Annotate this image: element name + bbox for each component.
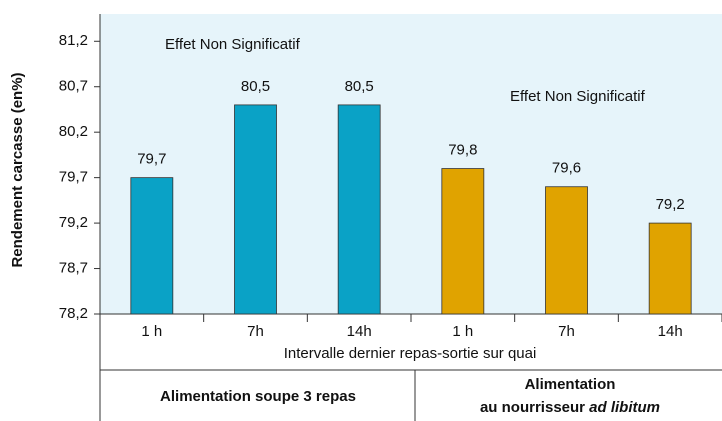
bar (441, 168, 485, 315)
y-tick-label: 80,7 (59, 78, 88, 95)
data-label: 79,6 (552, 160, 581, 177)
bar (648, 222, 692, 315)
bar (130, 177, 174, 315)
y-tick-label: 78,7 (59, 260, 88, 277)
group-label-part: ad libitum (589, 399, 660, 416)
y-tick-label: 79,2 (59, 214, 88, 231)
y-axis-title: Rendement carcasse (en%) (9, 72, 26, 267)
group-label-part: au nourrisseur (480, 399, 589, 416)
group-label: au nourrisseur ad libitum (480, 399, 660, 416)
bar (337, 104, 381, 315)
group-label: Alimentation soupe 3 repas (160, 388, 356, 405)
x-tick-label: 7h (558, 323, 575, 340)
data-label: 80,5 (345, 78, 374, 95)
x-axis-title: Intervalle dernier repas-sortie sur quai (284, 345, 537, 362)
annotation: Effet Non Significatif (510, 88, 646, 105)
bar (234, 104, 277, 315)
plot-area (100, 14, 722, 314)
data-label: 79,7 (137, 151, 166, 168)
x-tick-label: 7h (247, 323, 264, 340)
y-tick-label: 80,2 (59, 123, 88, 140)
y-tick-label: 81,2 (59, 32, 88, 49)
data-label: 80,5 (241, 78, 270, 95)
x-tick-label: 1 h (141, 323, 162, 340)
bar (545, 186, 588, 315)
data-label: 79,2 (656, 196, 685, 213)
annotation: Effet Non Significatif (165, 36, 301, 53)
x-tick-label: 1 h (452, 323, 473, 340)
x-tick-label: 14h (658, 323, 683, 340)
y-tick-label: 78,2 (59, 305, 88, 322)
group-label: Alimentation (525, 376, 616, 393)
x-tick-label: 14h (347, 323, 372, 340)
data-label: 79,8 (448, 142, 477, 159)
y-tick-label: 79,7 (59, 169, 88, 186)
